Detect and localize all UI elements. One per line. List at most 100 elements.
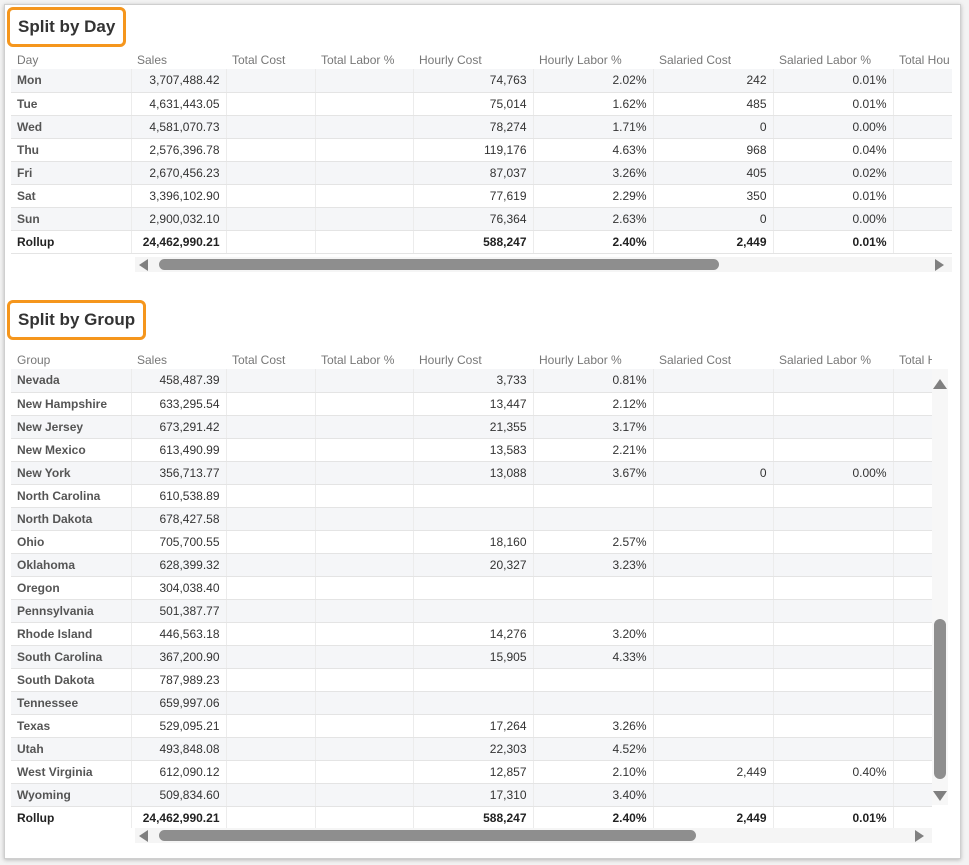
triangle-right-icon[interactable] xyxy=(915,830,924,842)
salaried-labor-cell xyxy=(773,645,894,669)
day-horizontal-scrollbar[interactable] xyxy=(135,257,952,272)
total-labor-cell xyxy=(315,553,414,577)
group-row[interactable]: Tennessee 659,997.06 xyxy=(11,691,932,715)
group-row[interactable]: Nevada 458,487.39 3,733 0.81% xyxy=(11,369,932,393)
column-header-salaried-cost[interactable]: Salaried Cost xyxy=(659,53,732,67)
rollup-row[interactable]: Rollup 24,462,990.21 588,247 2.40% 2,449 0.01… xyxy=(11,806,932,828)
salaried-labor-cell: 0.01% xyxy=(773,69,894,93)
rollup-row[interactable]: Rollup 24,462,990.21 588,247 2.40% 2,449 0.01… xyxy=(11,230,952,254)
column-header-total-hours[interactable]: Total H xyxy=(899,353,932,367)
row-label: Oklahoma xyxy=(11,553,132,577)
day-row[interactable]: Tue 4,631,443.05 75,014 1.62% 485 0.01% xyxy=(11,92,952,116)
column-header-sales[interactable]: Sales xyxy=(137,53,168,67)
group-row[interactable]: New Jersey 673,291.42 21,355 3.17% xyxy=(11,415,932,439)
day-scroll-thumb[interactable] xyxy=(159,259,719,270)
total-cost-cell xyxy=(226,161,316,185)
salaried-labor-cell: 0.00% xyxy=(773,461,894,485)
hourly-cost-cell xyxy=(413,484,534,508)
group-row[interactable]: Pennsylvania 501,387.77 xyxy=(11,599,932,623)
row-label: South Carolina xyxy=(11,645,132,669)
total-labor-cell xyxy=(315,645,414,669)
day-row[interactable]: Thu 2,576,396.78 119,176 4.63% 968 0.04% xyxy=(11,138,952,162)
column-header-day[interactable]: Day xyxy=(17,53,39,67)
hourly-labor-cell: 3.26% xyxy=(533,714,654,738)
column-header-total-cost[interactable]: Total Cost xyxy=(232,353,286,367)
triangle-left-icon[interactable] xyxy=(139,259,148,271)
group-vscroll-thumb[interactable] xyxy=(934,619,946,779)
sales-cell: 2,670,456.23 xyxy=(131,161,227,185)
column-header-sales[interactable]: Sales xyxy=(137,353,168,367)
salaried-labor-cell xyxy=(773,714,894,738)
group-row[interactable]: Oklahoma 628,399.32 20,327 3.23% xyxy=(11,553,932,577)
column-header-hourly-labor[interactable]: Hourly Labor % xyxy=(539,353,622,367)
column-header-group[interactable]: Group xyxy=(17,353,51,367)
group-row[interactable]: South Dakota 787,989.23 xyxy=(11,668,932,692)
total-cost-cell xyxy=(226,622,316,646)
column-header-total-labor[interactable]: Total Labor % xyxy=(321,353,395,367)
group-row[interactable]: Ohio 705,700.55 18,160 2.57% xyxy=(11,530,932,554)
group-row[interactable]: New Mexico 613,490.99 13,583 2.21% xyxy=(11,438,932,462)
sales-cell: 3,396,102.90 xyxy=(131,184,227,208)
triangle-up-icon[interactable] xyxy=(933,379,947,389)
row-label: Sun xyxy=(11,207,132,231)
total-cost-cell xyxy=(226,714,316,738)
group-row[interactable]: Rhode Island 446,563.18 14,276 3.20% xyxy=(11,622,932,646)
column-header-hourly-cost[interactable]: Hourly Cost xyxy=(419,53,482,67)
total-hours-cell xyxy=(893,369,932,393)
column-header-salaried-cost[interactable]: Salaried Cost xyxy=(659,353,732,367)
column-header-salaried-labor[interactable]: Salaried Labor % xyxy=(779,53,872,67)
total-hours-cell xyxy=(893,737,932,761)
hourly-cost-cell: 119,176 xyxy=(413,138,534,162)
group-scroll-thumb[interactable] xyxy=(159,830,696,841)
group-row[interactable]: North Carolina 610,538.89 xyxy=(11,484,932,508)
triangle-left-icon[interactable] xyxy=(139,830,148,842)
group-row[interactable]: New Hampshire 633,295.54 13,447 2.12% xyxy=(11,392,932,416)
hourly-cost-cell: 87,037 xyxy=(413,161,534,185)
group-row[interactable]: West Virginia 612,090.12 12,857 2.10% 2,449 0… xyxy=(11,760,932,784)
group-vertical-scrollbar[interactable] xyxy=(932,369,948,805)
total-labor-cell xyxy=(315,415,414,439)
salaried-cost-cell: 350 xyxy=(653,184,774,208)
row-label: Utah xyxy=(11,737,132,761)
day-row[interactable]: Wed 4,581,070.73 78,274 1.71% 0 0.00% xyxy=(11,115,952,139)
triangle-down-icon[interactable] xyxy=(933,791,947,801)
column-header-total-cost[interactable]: Total Cost xyxy=(232,53,286,67)
sales-cell: 787,989.23 xyxy=(131,668,227,692)
hourly-cost-cell: 588,247 xyxy=(413,806,534,828)
day-row[interactable]: Fri 2,670,456.23 87,037 3.26% 405 0.02% xyxy=(11,161,952,185)
total-hours-cell xyxy=(893,138,952,162)
day-row[interactable]: Sat 3,396,102.90 77,619 2.29% 350 0.01% xyxy=(11,184,952,208)
column-header-hourly-labor[interactable]: Hourly Labor % xyxy=(539,53,622,67)
row-label: New Mexico xyxy=(11,438,132,462)
salaried-labor-cell xyxy=(773,438,894,462)
total-hours-cell xyxy=(893,392,932,416)
group-horizontal-scrollbar[interactable] xyxy=(135,828,932,843)
group-row[interactable]: New York 356,713.77 13,088 3.67% 0 0.00% xyxy=(11,461,932,485)
group-row[interactable]: Texas 529,095.21 17,264 3.26% xyxy=(11,714,932,738)
salaried-cost-cell: 2,449 xyxy=(653,760,774,784)
triangle-right-icon[interactable] xyxy=(935,259,944,271)
sales-cell: 612,090.12 xyxy=(131,760,227,784)
group-row[interactable]: Oregon 304,038.40 xyxy=(11,576,932,600)
day-row[interactable]: Mon 3,707,488.42 74,763 2.02% 242 0.01% xyxy=(11,69,952,93)
column-header-salaried-labor[interactable]: Salaried Labor % xyxy=(779,353,872,367)
hourly-cost-cell: 15,905 xyxy=(413,645,534,669)
column-header-total-labor[interactable]: Total Labor % xyxy=(321,53,395,67)
total-hours-cell xyxy=(893,415,932,439)
salaried-cost-cell xyxy=(653,438,774,462)
row-label: Pennsylvania xyxy=(11,599,132,623)
group-row[interactable]: South Carolina 367,200.90 15,905 4.33% xyxy=(11,645,932,669)
column-header-total-hours[interactable]: Total Hou xyxy=(899,53,950,67)
total-labor-cell xyxy=(315,92,414,116)
sales-cell: 2,900,032.10 xyxy=(131,207,227,231)
group-row[interactable]: North Dakota 678,427.58 xyxy=(11,507,932,531)
total-hours-cell xyxy=(893,484,932,508)
total-cost-cell xyxy=(226,207,316,231)
column-header-hourly-cost[interactable]: Hourly Cost xyxy=(419,353,482,367)
group-row[interactable]: Wyoming 509,834.60 17,310 3.40% xyxy=(11,783,932,807)
salaried-cost-cell xyxy=(653,576,774,600)
total-hours-cell xyxy=(893,207,952,231)
salaried-labor-cell: 0.40% xyxy=(773,760,894,784)
group-row[interactable]: Utah 493,848.08 22,303 4.52% xyxy=(11,737,932,761)
day-row[interactable]: Sun 2,900,032.10 76,364 2.63% 0 0.00% xyxy=(11,207,952,231)
